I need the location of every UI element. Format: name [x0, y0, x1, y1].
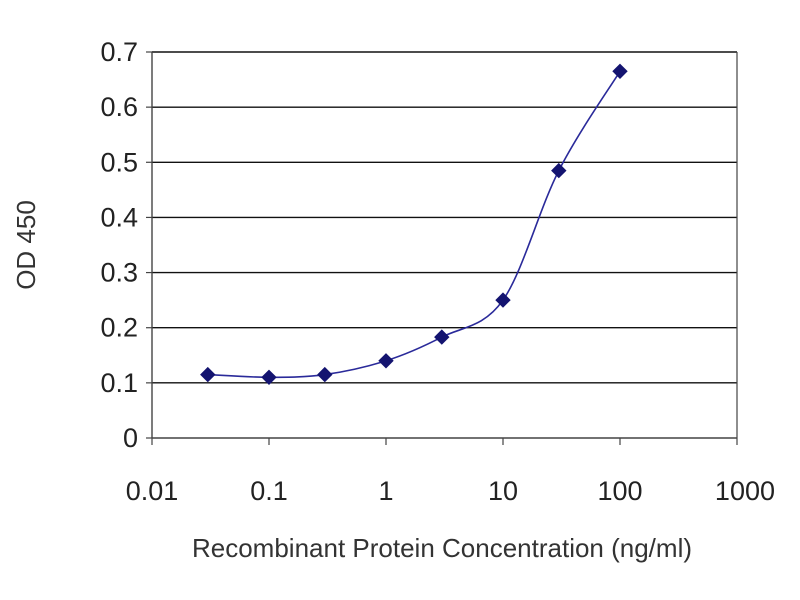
- data-point-3: [378, 353, 394, 369]
- y-tick-label: 0.2: [100, 313, 138, 343]
- data-point-4: [434, 329, 450, 345]
- y-tick-label: 0.7: [100, 37, 138, 67]
- x-tick-label: 1: [378, 476, 393, 506]
- gridlines: [152, 51, 737, 384]
- data-point-6: [551, 162, 567, 179]
- y-tick-label: 0.6: [100, 92, 138, 122]
- y-tick-label: 0.5: [100, 147, 138, 177]
- x-tick-label: 0.1: [250, 476, 288, 506]
- x-tick-label: 100: [597, 476, 642, 506]
- y-tick-labels: 0 0.1 0.2 0.3 0.4 0.5 0.6 0.7: [100, 37, 138, 453]
- series-line-0: [207, 70, 621, 379]
- data-point-0: [200, 366, 216, 383]
- y-tick-label: 0.1: [100, 368, 138, 398]
- x-tick-label: 1000: [715, 476, 775, 506]
- series-lines: [207, 70, 621, 379]
- data-point-2: [317, 366, 333, 383]
- x-tick-labels: 0.01 0.1 1 10 100 1000: [126, 476, 775, 506]
- axes: [146, 51, 738, 445]
- x-axis-title: Recombinant Protein Concentration (ng/ml…: [192, 533, 692, 563]
- y-tick-label: 0: [123, 423, 138, 453]
- series-points: [200, 63, 628, 386]
- y-axis-title: OD 450: [11, 200, 41, 290]
- data-point-1: [261, 369, 277, 386]
- x-tick-label: 10: [488, 476, 518, 506]
- y-tick-label: 0.3: [100, 258, 138, 288]
- y-tick-label: 0.4: [100, 202, 138, 232]
- x-tick-label: 0.01: [126, 476, 179, 506]
- data-point-7: [612, 63, 628, 80]
- data-point-5: [495, 292, 511, 308]
